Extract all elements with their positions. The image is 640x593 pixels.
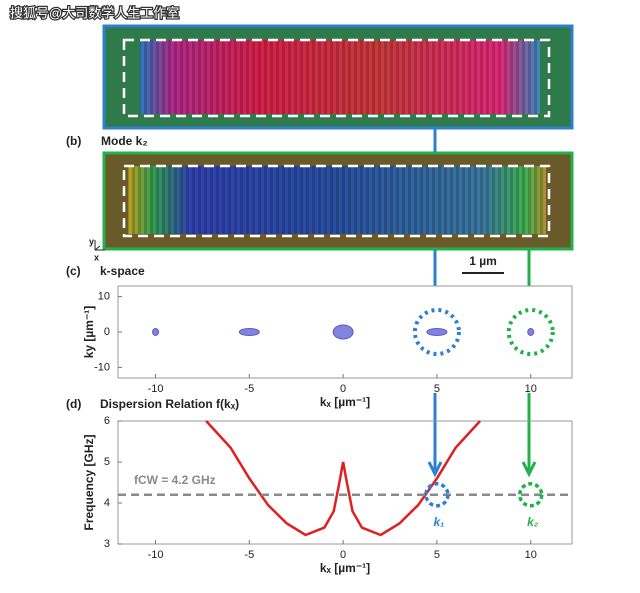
y-axis-label: Frequency [GHz] [82,434,96,530]
arrow [427,393,443,478]
reference-label: fCW = 4.2 GHz [134,473,216,487]
x-axis-label: kₓ [µm⁻¹] [320,395,370,409]
outline [122,38,551,118]
scale-label: 1 µm [469,254,497,268]
x-tick-label: 10 [525,383,537,395]
mode-marker [506,308,555,356]
panel-label: (c) [66,264,81,278]
mode-marker [424,482,450,508]
x-tick-label: 5 [434,549,440,561]
y-tick-label: 3 [104,538,110,550]
x-tick-label: 10 [525,549,537,561]
mode-stripes [128,166,546,234]
axis-x: x [94,252,99,262]
y-tick-label: 0 [104,326,110,338]
dispersion-curve [205,420,481,537]
x-tick-label: -5 [244,549,254,561]
x-axis-label: kₓ [µm⁻¹] [320,561,370,575]
panel-label: (b) [66,134,81,148]
panel-title: Dispersion Relation f(kₓ) [100,397,239,411]
plot-frame [117,420,573,545]
k-cluster [238,328,260,336]
arrow [521,393,537,478]
panel-title: k-space [100,264,145,278]
x-tick-label: -10 [148,549,164,561]
mode-marker [412,308,461,356]
mode-marker-label: k₂ [527,515,539,529]
k-cluster [527,328,535,336]
y-tick-label: 5 [104,456,110,468]
panel-label: (d) [66,397,81,411]
k-cluster [152,328,160,336]
outline [122,164,551,238]
y-tick-label: 6 [104,415,110,427]
y-tick-label: -10 [94,361,110,373]
x-tick-label: 0 [340,383,346,395]
x-tick-label: -5 [244,383,254,395]
y-tick-label: 4 [104,497,110,509]
x-tick-label: -10 [148,383,164,395]
mode-marker-label: k₁ [433,515,444,529]
watermark: 搜狐号@大司数学人生工作室 [10,5,179,20]
mode-stripes [140,40,540,114]
axes-icon [94,240,105,251]
y-tick-label: 10 [98,291,110,303]
y-axis-label: ky [µm⁻¹] [82,306,96,359]
x-tick-label: 5 [434,383,440,395]
mode-marker [517,482,544,508]
k-cluster [332,324,354,340]
axis-y: y [89,236,94,246]
panel-title: Mode k₂ [101,134,148,148]
k-cluster [426,328,448,336]
x-tick-label: 0 [340,549,346,561]
